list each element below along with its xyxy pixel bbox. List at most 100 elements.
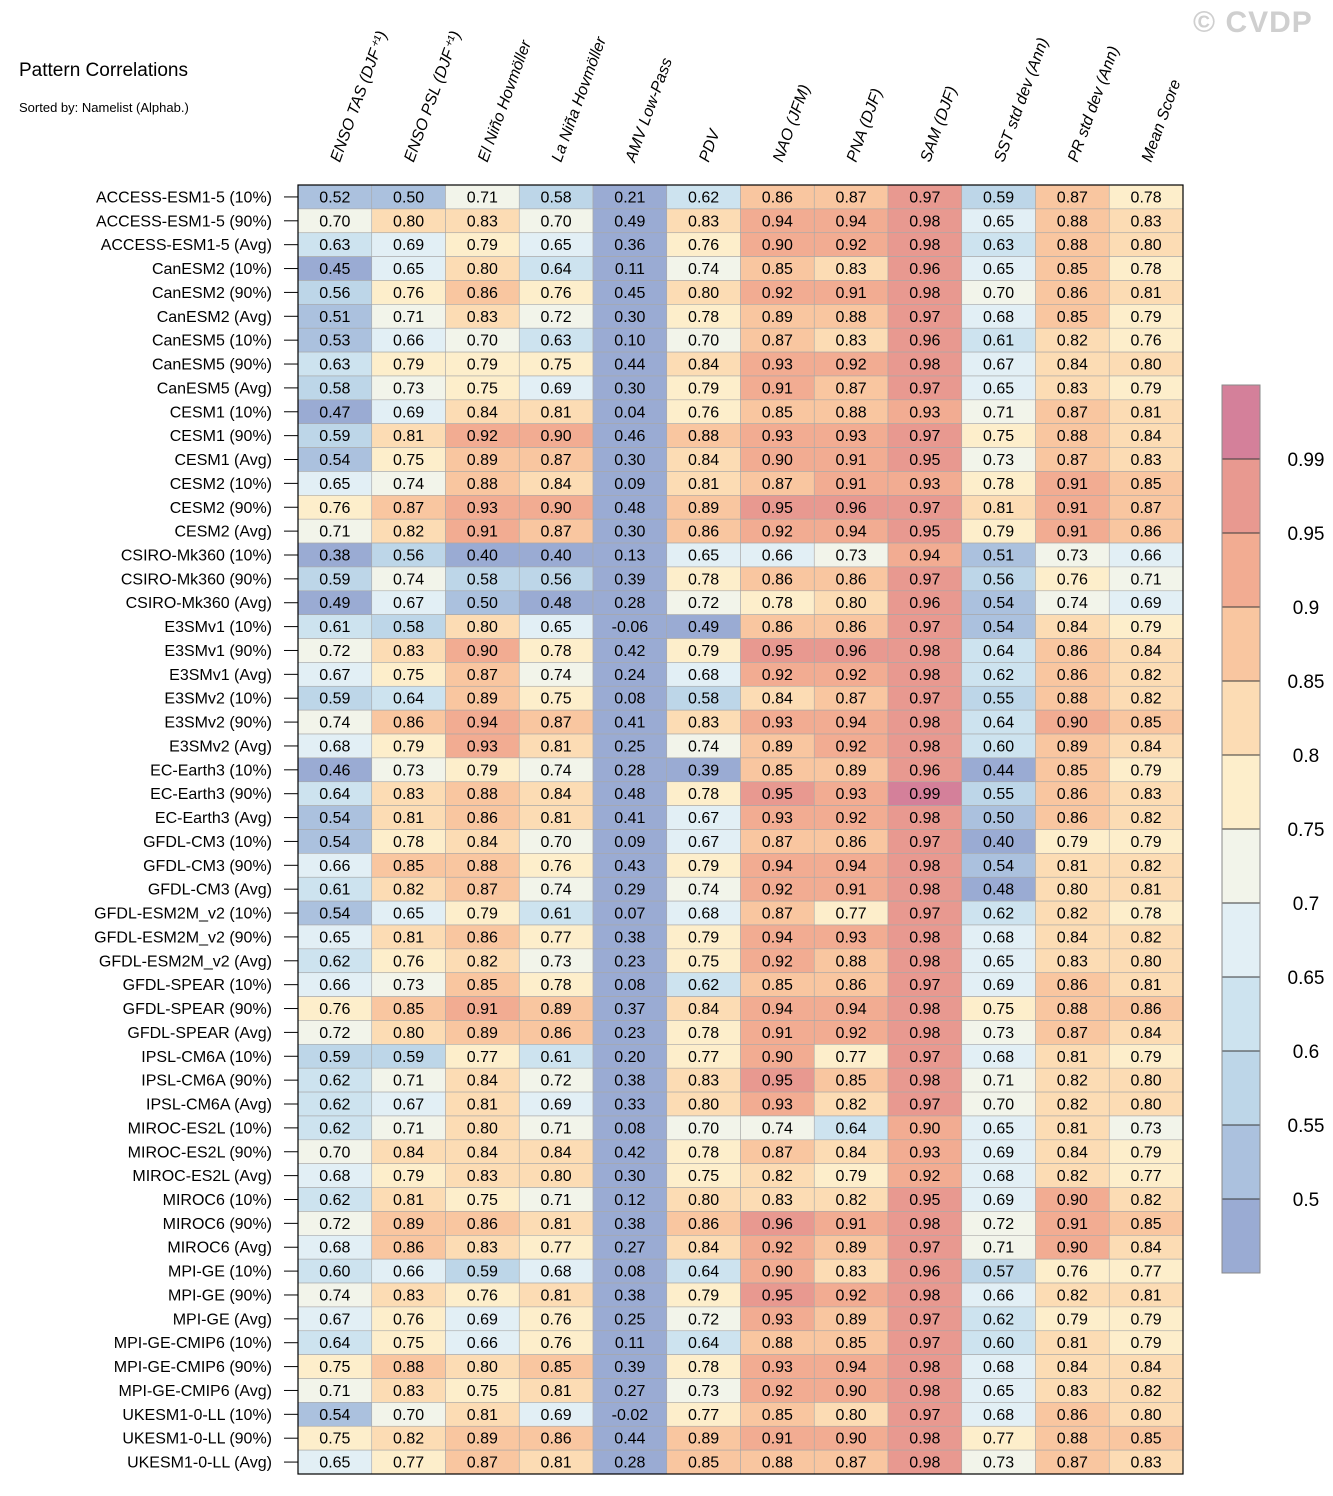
cell-value: 0.85	[762, 762, 793, 779]
cell-value: 0.56	[393, 547, 424, 564]
cell-value: 0.65	[983, 1383, 1014, 1400]
cell-value: 0.76	[688, 404, 719, 421]
cell-value: 0.88	[393, 1359, 424, 1376]
cell-value: 0.67	[983, 357, 1014, 374]
cell-value: 0.81	[1131, 977, 1162, 994]
column-label: ENSO PSL (DJF⁺¹)	[401, 29, 464, 164]
cell-value: 0.87	[541, 524, 572, 541]
cell-value: 0.98	[909, 738, 940, 755]
cell-value: 0.72	[541, 1073, 572, 1090]
cell-value: 0.70	[983, 285, 1014, 302]
cell-value: 0.07	[614, 906, 645, 923]
cell-value: 0.65	[983, 1120, 1014, 1137]
cell-value: 0.67	[319, 667, 350, 684]
cell-value: 0.79	[1131, 1049, 1162, 1066]
cell-value: 0.72	[319, 1216, 350, 1233]
cell-value: 0.63	[319, 357, 350, 374]
cell-value: 0.69	[1131, 595, 1162, 612]
cell-value: 0.81	[1131, 882, 1162, 899]
cell-value: 0.71	[319, 1383, 350, 1400]
cell-value: 0.93	[762, 1359, 793, 1376]
cell-value: 0.98	[909, 237, 940, 254]
row-label: GFDL-ESM2M_v2 (10%)	[94, 906, 272, 923]
cell-value: 0.62	[319, 953, 350, 970]
cell-value: 0.87	[467, 882, 498, 899]
cell-value: 0.92	[762, 1383, 793, 1400]
cell-value: 0.87	[836, 691, 867, 708]
cell-value: 0.08	[614, 977, 645, 994]
cell-value: 0.68	[983, 1168, 1014, 1185]
cell-value: 0.78	[688, 1144, 719, 1161]
cell-value: 0.97	[909, 309, 940, 326]
cell-value: 0.96	[909, 595, 940, 612]
row-label: CanESM5 (Avg)	[157, 380, 272, 397]
cell-value: 0.98	[909, 1287, 940, 1304]
cell-value: 0.73	[983, 1455, 1014, 1472]
row-label: E3SMv1 (90%)	[164, 643, 272, 660]
cell-value: 0.42	[614, 643, 645, 660]
cell-value: 0.72	[688, 1311, 719, 1328]
cell-value: 0.68	[319, 1240, 350, 1257]
cell-value: 0.86	[1057, 285, 1088, 302]
cell-value: 0.57	[983, 1264, 1014, 1281]
cell-value: 0.65	[983, 953, 1014, 970]
cell-value: 0.74	[1057, 595, 1088, 612]
cell-value: 0.93	[836, 929, 867, 946]
column-label: PDV	[696, 126, 724, 164]
cell-value: 0.97	[909, 1049, 940, 1066]
cell-value: 0.86	[836, 571, 867, 588]
cell-value: 0.92	[836, 1025, 867, 1042]
cell-value: 0.69	[541, 1097, 572, 1114]
cell-value: 0.84	[688, 452, 719, 469]
cell-value: 0.83	[393, 1383, 424, 1400]
cell-value: 0.28	[614, 1455, 645, 1472]
cell-value: 0.90	[1057, 1192, 1088, 1209]
cell-value: 0.88	[688, 428, 719, 445]
cell-value: 0.58	[467, 571, 498, 588]
cell-value: 0.74	[541, 762, 572, 779]
cell-value: 0.28	[614, 762, 645, 779]
cell-value: 0.68	[983, 1407, 1014, 1424]
cell-value: 0.98	[909, 1216, 940, 1233]
cell-value: 0.90	[541, 428, 572, 445]
cell-value: 0.30	[614, 524, 645, 541]
cell-value: 0.11	[615, 1335, 645, 1352]
cell-value: 0.97	[909, 1311, 940, 1328]
cell-value: 0.80	[467, 1120, 498, 1137]
cell-value: 0.45	[614, 285, 645, 302]
cell-value: 0.81	[393, 810, 424, 827]
cell-value: 0.94	[836, 858, 867, 875]
cell-value: 0.92	[467, 428, 498, 445]
cell-value: 0.78	[688, 1025, 719, 1042]
cell-value: 0.93	[762, 428, 793, 445]
column-label: ENSO TAS (DJF⁺¹)	[328, 29, 391, 164]
cell-value: 0.44	[983, 762, 1014, 779]
cell-value: 0.87	[1057, 452, 1088, 469]
cell-value: 0.39	[688, 762, 719, 779]
cell-value: 0.38	[614, 1216, 645, 1233]
cell-value: 0.80	[836, 1407, 867, 1424]
cell-value: 0.48	[983, 882, 1014, 899]
cell-value: 0.66	[319, 858, 350, 875]
cell-value: 0.85	[1057, 309, 1088, 326]
cell-value: 0.28	[614, 595, 645, 612]
cell-value: 0.88	[1057, 1001, 1088, 1018]
cell-value: 0.49	[319, 595, 350, 612]
row-label: MIROC-ES2L (Avg)	[132, 1168, 272, 1185]
cell-value: 0.88	[762, 1455, 793, 1472]
cell-value: 0.88	[467, 476, 498, 493]
cell-value: 0.83	[467, 1240, 498, 1257]
cell-value: 0.93	[762, 1097, 793, 1114]
cell-value: 0.92	[762, 953, 793, 970]
cell-value: 0.76	[393, 1311, 424, 1328]
cell-value: 0.93	[762, 357, 793, 374]
cell-value: 0.98	[909, 285, 940, 302]
row-label: CanESM2 (10%)	[152, 261, 272, 278]
cell-value: 0.68	[541, 1264, 572, 1281]
cell-value: 0.70	[688, 333, 719, 350]
cell-value: 0.90	[467, 643, 498, 660]
cell-value: 0.87	[541, 715, 572, 732]
cell-value: 0.81	[1057, 1335, 1088, 1352]
cell-value: 0.74	[319, 1287, 350, 1304]
row-label: EC-Earth3 (10%)	[150, 762, 272, 779]
